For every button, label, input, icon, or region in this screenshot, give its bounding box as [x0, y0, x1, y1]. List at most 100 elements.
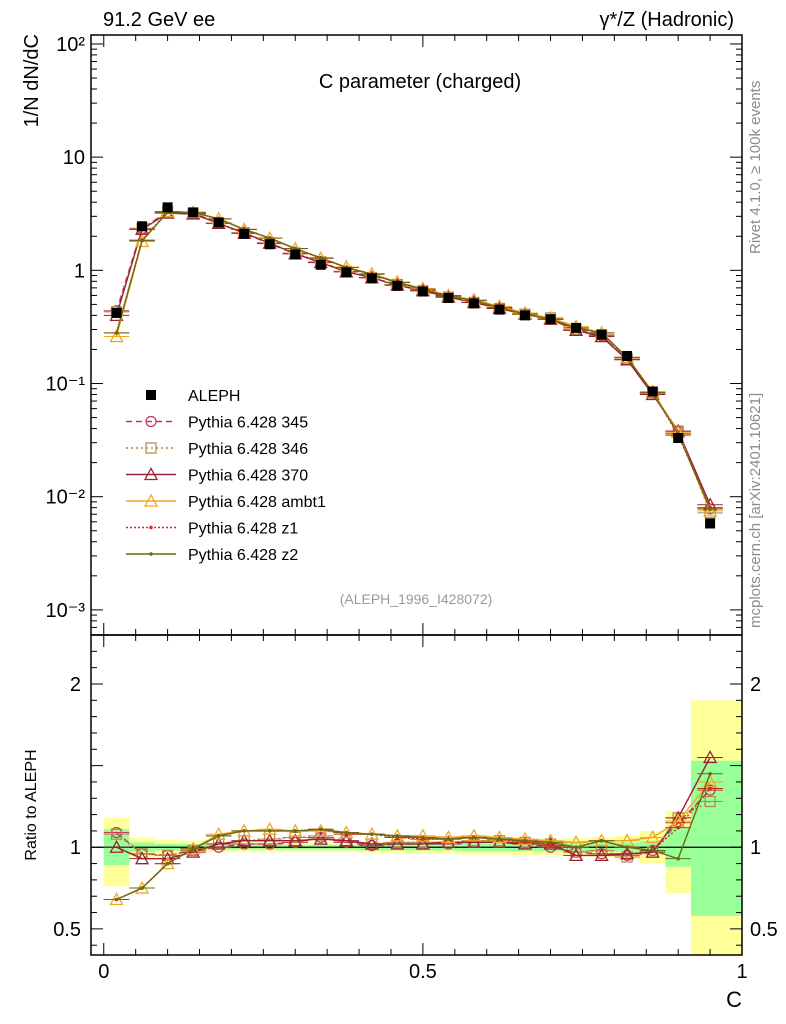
data-point — [571, 322, 582, 333]
legend-label: Pythia 6.428 z2 — [188, 547, 298, 564]
stat-uncertainty-band — [690, 760, 742, 916]
data-point — [186, 844, 201, 858]
data-point — [318, 827, 323, 832]
data-point — [594, 848, 609, 862]
data-point — [645, 830, 660, 844]
data-point — [211, 826, 226, 840]
data-point — [191, 847, 195, 851]
data-point — [441, 830, 456, 844]
legend-label: ALEPH — [188, 388, 240, 405]
ratio-series — [103, 774, 723, 906]
x-tick-label: 1 — [736, 961, 747, 983]
data-point — [110, 828, 123, 840]
data-point — [134, 851, 150, 865]
data-point — [708, 771, 712, 776]
ratio-bands — [103, 700, 742, 955]
data-point — [293, 829, 298, 833]
data-point — [161, 849, 174, 862]
data-point — [313, 823, 328, 837]
data-point — [137, 221, 148, 232]
y-tick-label: 10² — [56, 34, 85, 56]
data-point — [392, 280, 403, 291]
data-point — [114, 897, 119, 902]
data-point — [472, 835, 476, 840]
legend-marker — [149, 525, 153, 530]
data-point — [599, 838, 604, 843]
data-point — [443, 292, 454, 303]
data-point — [339, 833, 354, 847]
legend-marker — [143, 467, 159, 481]
data-point — [267, 236, 272, 240]
data-point — [109, 329, 124, 343]
data-point — [548, 843, 553, 848]
data-point — [242, 829, 246, 833]
data-point — [704, 784, 716, 796]
y-tick-label: 1 — [74, 260, 85, 282]
x-tick-label: 0 — [98, 961, 109, 983]
legend-entry: Pythia 6.428 z2 — [126, 547, 298, 564]
legend-entry: Pythia 6.428 z1 — [126, 521, 298, 538]
legend-entry: Pythia 6.428 ambt1 — [126, 493, 326, 511]
legend-marker — [146, 390, 156, 400]
data-point — [574, 845, 578, 850]
data-point — [676, 856, 680, 861]
data-point — [293, 246, 298, 251]
legend-label: Pythia 6.428 z1 — [188, 521, 298, 538]
y-tick-label: 2 — [70, 674, 81, 696]
legend-entry: ALEPH — [146, 388, 240, 405]
data-point — [468, 298, 479, 309]
data-point — [318, 256, 323, 260]
data-point — [702, 503, 718, 517]
legend-marker — [145, 442, 157, 454]
data-point — [239, 228, 250, 239]
data-point — [492, 830, 507, 844]
ratio-plot-frame — [90, 634, 743, 956]
data-point — [262, 821, 277, 835]
data-point — [288, 833, 303, 847]
data-point — [622, 351, 633, 362]
data-point — [109, 839, 124, 853]
data-point — [366, 273, 377, 284]
data-point — [114, 331, 119, 335]
data-point — [188, 207, 199, 218]
data-point — [237, 833, 252, 847]
legend-entry: Pythia 6.428 345 — [126, 415, 308, 432]
data-point — [415, 836, 430, 850]
y-tick-label: 10⁻² — [46, 487, 86, 509]
ratio-series — [103, 771, 723, 902]
data-point — [390, 836, 405, 850]
data-point — [647, 386, 658, 397]
legend-marker — [143, 493, 159, 507]
data-point — [140, 238, 144, 243]
legend-label: Pythia 6.428 346 — [188, 441, 308, 458]
main-plot-frame — [90, 34, 743, 636]
legend-marker — [149, 552, 153, 556]
y-tick-label-right: 2 — [750, 674, 761, 696]
data-point — [596, 329, 607, 340]
y-tick-label-right: 0.5 — [750, 919, 778, 941]
y-tick-label: 10 — [63, 147, 85, 169]
data-point — [421, 835, 425, 840]
data-point — [545, 314, 556, 325]
process-label: γ*/Z (Hadronic) — [599, 9, 734, 31]
x-axis: 0 0.5 1 — [98, 35, 748, 983]
data-point — [625, 845, 629, 850]
analysis-watermark: (ALEPH_1996_I428072) — [340, 591, 493, 607]
data-point — [446, 837, 451, 841]
series-line — [115, 211, 711, 510]
data-point — [162, 202, 173, 213]
y-tick-label: 0.5 — [53, 919, 81, 941]
y-tick-label: 10⁻³ — [46, 600, 86, 622]
data-point — [315, 259, 326, 270]
data-point — [267, 829, 272, 833]
x-axis-label: C — [726, 987, 742, 1012]
legend: ALEPH Pythia 6.428 345 Pythia 6.428 346 Pyt… — [126, 388, 326, 564]
data-point — [111, 307, 122, 318]
data-point — [140, 886, 144, 890]
data-point — [702, 750, 718, 764]
data-point — [650, 848, 655, 853]
data-point — [676, 825, 680, 830]
legend-label: Pythia 6.428 370 — [188, 468, 308, 485]
